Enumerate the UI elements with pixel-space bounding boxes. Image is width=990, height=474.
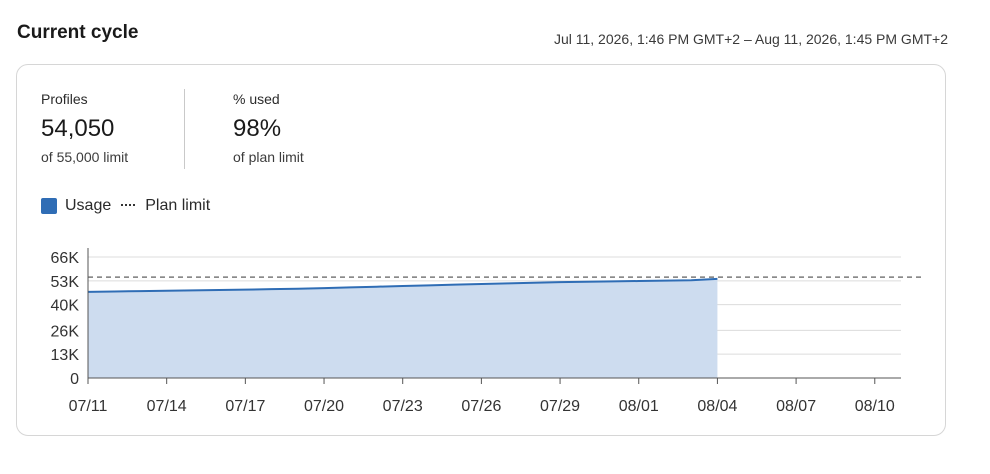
profiles-label: Profiles [41,91,88,107]
x-tick-label: 07/20 [304,398,344,415]
x-tick-label: 07/26 [461,398,501,415]
percent-used-sub: of plan limit [233,149,304,165]
x-tick-label: 07/17 [225,398,265,415]
x-tick-label: 08/04 [697,398,737,415]
percent-used-stat: % used 98% of plan limit [233,91,304,165]
usage-area [88,278,718,378]
x-tick-label: 07/23 [383,398,423,415]
profiles-limit: of 55,000 limit [41,149,129,165]
y-tick-label: 0 [70,371,79,388]
x-tick-label: 07/11 [69,398,108,415]
usage-line [87,277,718,293]
legend-usage-label: Usage [65,197,112,214]
profiles-stat: Profiles 54,050 of 55,000 limit [41,91,128,165]
y-tick-label: 40K [51,298,80,315]
page-title: Current cycle [17,22,139,43]
x-tick-label: 08/01 [619,398,659,415]
x-tick-label: 08/07 [776,398,816,415]
percent-used-value: 98% [233,115,282,142]
percent-used-label: % used [233,91,280,107]
profiles-value: 54,050 [41,115,115,142]
x-tick-label: 07/29 [540,398,580,415]
chart-legend: Usage Plan limit [41,197,210,215]
x-tick-label: 08/10 [855,398,895,415]
x-tick-label: 07/14 [147,398,187,415]
stat-divider [184,89,185,169]
cycle-date-range: Jul 11, 2026, 1:46 PM GMT+2 – Aug 11, 20… [553,31,948,47]
usage-swatch [41,198,57,214]
y-tick-label: 66K [51,250,80,267]
legend-plan-limit-label: Plan limit [145,197,211,214]
plan-limit-dash-icon [121,204,136,206]
y-tick-label: 13K [51,347,80,364]
y-tick-label: 53K [51,274,80,291]
y-tick-label: 26K [51,323,80,340]
